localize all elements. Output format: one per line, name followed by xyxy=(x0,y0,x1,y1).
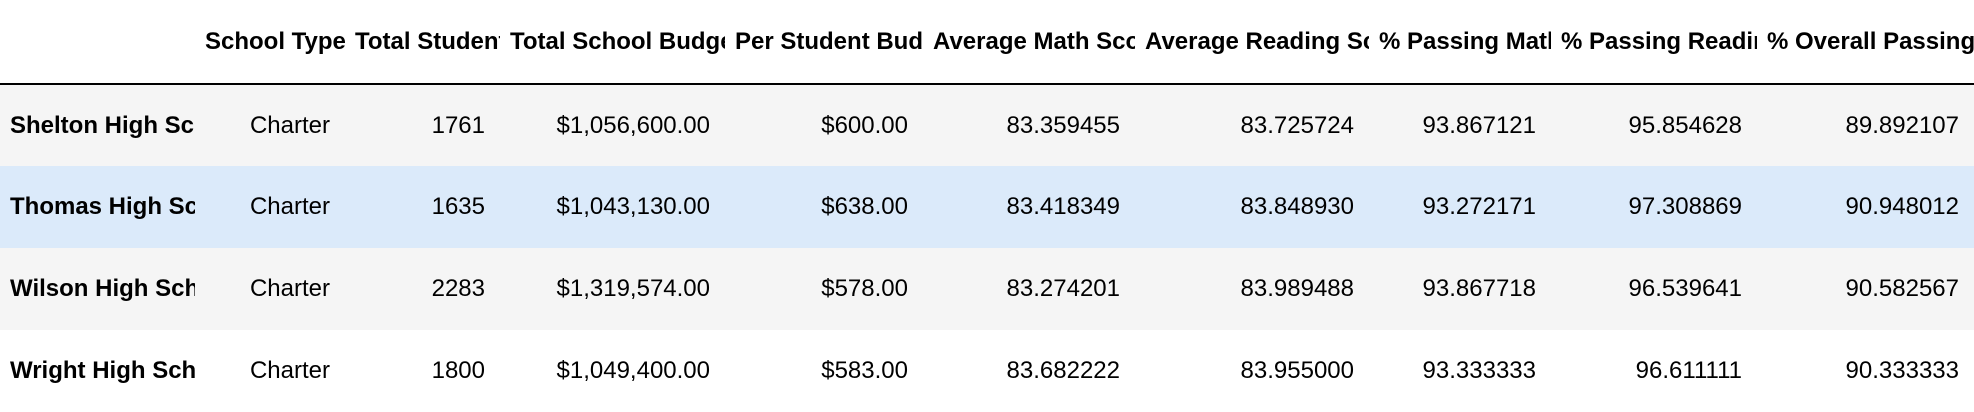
table-cell: Charter xyxy=(249,275,330,302)
table-cell: Charter xyxy=(249,193,330,220)
row-index-school: Wilson High School xyxy=(10,275,195,302)
column-header: % Overall Passing xyxy=(1757,0,1974,85)
table-cell: 83.989488 xyxy=(1240,275,1354,302)
table-cell: 89.892107 xyxy=(1845,111,1959,139)
table-row: Thomas High School Charter 1635 $1,043,1… xyxy=(0,166,1974,248)
table-row: Wilson High School Charter 2283 $1,319,5… xyxy=(0,248,1974,330)
index-header-blank xyxy=(0,0,195,85)
table-header: School Type Total Students Total School … xyxy=(0,0,1974,85)
table-cell: 83.725724 xyxy=(1240,111,1354,139)
table-cell: $638.00 xyxy=(821,193,908,220)
table-cell: 90.333333 xyxy=(1845,357,1959,384)
table-cell: 96.539641 xyxy=(1628,275,1742,302)
table-cell: 90.948012 xyxy=(1845,193,1959,220)
table-cell: 95.854628 xyxy=(1628,111,1742,139)
table-cell: 83.682222 xyxy=(1006,357,1120,384)
table-cell: $1,056,600.00 xyxy=(556,111,710,139)
table-cell: $583.00 xyxy=(821,357,908,384)
table-cell: $1,043,130.00 xyxy=(556,193,710,220)
row-index-school: Wright High School xyxy=(10,357,195,384)
table-cell: $1,319,574.00 xyxy=(556,275,710,302)
table-cell: $600.00 xyxy=(821,111,908,139)
table-cell: 93.867718 xyxy=(1422,275,1536,302)
table-cell: 93.333333 xyxy=(1422,357,1536,384)
table-cell: 83.955000 xyxy=(1240,357,1354,384)
column-header: Total School Budget xyxy=(500,0,725,85)
table-cell: Charter xyxy=(249,111,330,139)
table-cell: 90.582567 xyxy=(1845,275,1959,302)
column-header: Per Student Budget xyxy=(725,0,923,85)
table-cell: 83.274201 xyxy=(1006,275,1120,302)
table-cell: $578.00 xyxy=(821,275,908,302)
column-header: School Type xyxy=(195,0,345,85)
row-index-school: Shelton High School xyxy=(10,111,195,139)
table-cell: 1635 xyxy=(431,193,485,220)
table-cell: 93.867121 xyxy=(1422,111,1536,139)
column-header: Average Reading Score xyxy=(1135,0,1369,85)
table-cell: 1800 xyxy=(431,357,485,384)
column-header: Total Students xyxy=(345,0,500,85)
table-cell: Charter xyxy=(249,357,330,384)
row-index-school: Thomas High School xyxy=(10,193,195,220)
table-cell: 2283 xyxy=(431,275,485,302)
table-cell: 83.418349 xyxy=(1006,193,1120,220)
column-header: Average Math Score xyxy=(923,0,1135,85)
column-header: % Passing Math xyxy=(1369,0,1551,85)
table-cell: 93.272171 xyxy=(1422,193,1536,220)
table-cell: 83.359455 xyxy=(1006,111,1120,139)
table-cell: 96.611111 xyxy=(1635,357,1742,384)
table-body: Shelton High School Charter 1761 $1,056,… xyxy=(0,84,1974,412)
table-row: Shelton High School Charter 1761 $1,056,… xyxy=(0,84,1974,166)
table-cell: 1761 xyxy=(431,111,485,139)
table-cell: 83.848930 xyxy=(1240,193,1354,220)
table-cell: 97.308869 xyxy=(1628,193,1742,220)
table-cell: $1,049,400.00 xyxy=(556,357,710,384)
header-row: School Type Total Students Total School … xyxy=(0,0,1974,85)
table-row: Wright High School Charter 1800 $1,049,4… xyxy=(0,330,1974,412)
column-header: % Passing Reading xyxy=(1551,0,1757,85)
dataframe-output: School Type Total Students Total School … xyxy=(0,0,1974,384)
